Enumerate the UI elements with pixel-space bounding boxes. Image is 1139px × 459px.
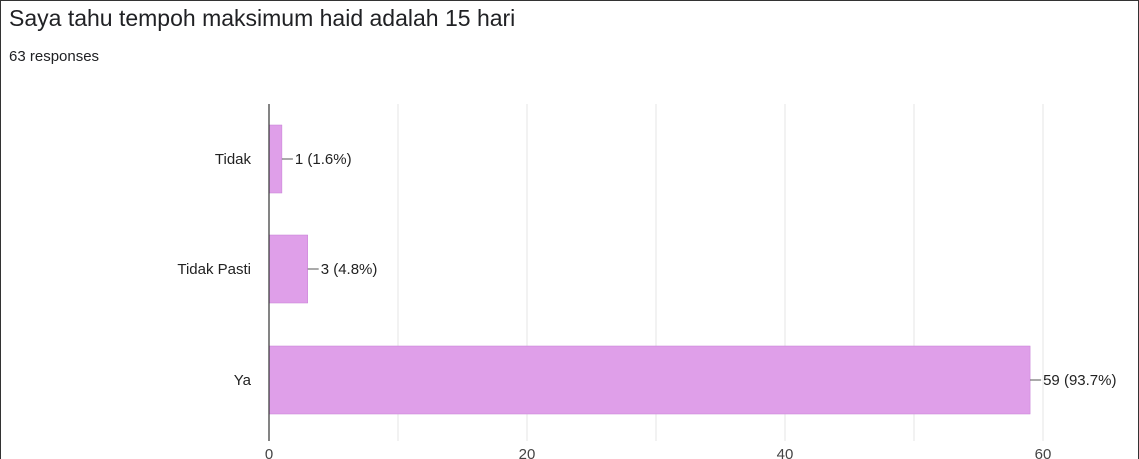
- bar-ya: [268, 345, 1031, 415]
- category-label: Tidak Pasti: [177, 261, 251, 278]
- data-label: 1 (1.6%): [295, 151, 352, 168]
- data-label: 3 (4.8%): [321, 261, 378, 278]
- category-label: Ya: [234, 372, 252, 389]
- x-tick-label: 60: [1035, 446, 1052, 459]
- response-count: 63 responses: [9, 48, 100, 65]
- bar-tidak-pasti: [268, 234, 308, 304]
- bar-tidak: [268, 124, 283, 194]
- question-title: Saya tahu tempoh maksimum haid adalah 15…: [9, 5, 516, 31]
- category-label: Tidak: [215, 151, 252, 168]
- x-tick-label: 40: [777, 446, 794, 459]
- x-tick-label: 0: [265, 446, 273, 459]
- data-label: 59 (93.7%): [1043, 372, 1116, 389]
- x-tick-label: 20: [519, 446, 536, 459]
